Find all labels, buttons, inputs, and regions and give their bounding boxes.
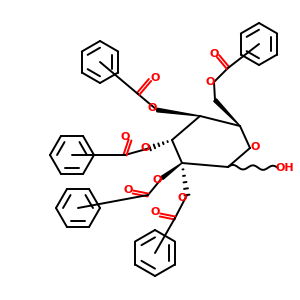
Text: O: O — [209, 49, 219, 59]
Polygon shape — [161, 163, 182, 179]
Text: O: O — [250, 142, 260, 152]
Text: O: O — [123, 185, 133, 195]
Text: O: O — [120, 132, 130, 142]
Text: O: O — [150, 207, 160, 217]
Text: O: O — [147, 103, 157, 113]
Text: O: O — [152, 175, 162, 185]
Text: O: O — [140, 143, 150, 153]
Polygon shape — [157, 108, 200, 116]
Text: O: O — [150, 73, 160, 83]
Text: O: O — [205, 77, 215, 87]
Text: O: O — [177, 193, 187, 203]
Polygon shape — [214, 99, 240, 126]
Text: OH: OH — [276, 163, 294, 173]
